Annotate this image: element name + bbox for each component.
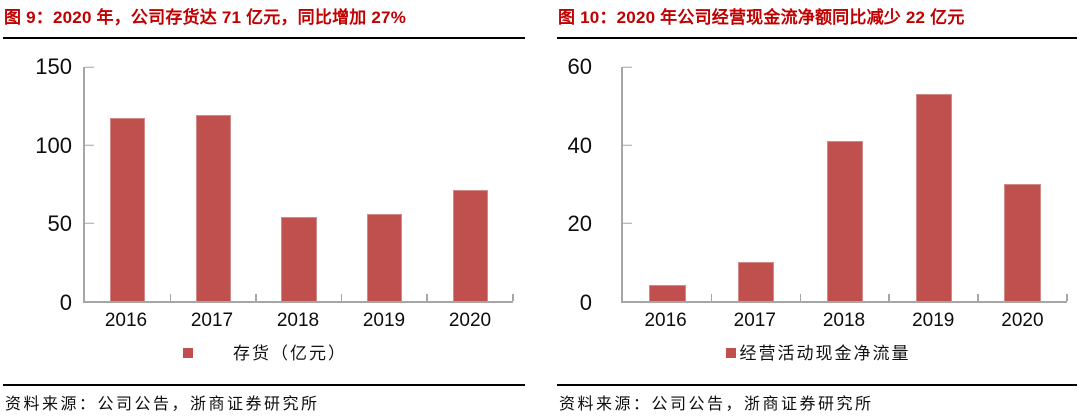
bar-slot <box>342 67 428 301</box>
y-tick-label: 50 <box>47 211 72 237</box>
bar-2018 <box>281 216 317 301</box>
y-tick-mark <box>85 222 94 224</box>
bar-2018 <box>826 141 864 301</box>
x-tick-mark <box>977 294 979 301</box>
x-tick-mark <box>169 294 172 301</box>
figure-10-bars <box>623 67 1067 301</box>
x-tick-label: 2016 <box>644 310 687 331</box>
y-tick-label: 150 <box>35 54 72 79</box>
bar-slot <box>427 67 513 301</box>
x-tick-label: 2016 <box>104 310 148 331</box>
figure-10-source-text: 资料来源：公司公告，浙商证券研究所 <box>559 396 874 413</box>
bar-slot <box>623 67 712 301</box>
figure-9-title-rule <box>3 37 525 39</box>
bar-slot <box>978 67 1067 301</box>
figure-10-source-rule <box>557 384 1077 386</box>
figure-9-x-axis-labels: 2016 2017 2018 2019 2020 <box>83 310 513 332</box>
x-tick-mark <box>1066 294 1068 301</box>
figure-10-legend-label: 经营活动现金净流量 <box>739 344 911 363</box>
x-tick-mark <box>340 294 343 301</box>
bar-2019 <box>915 94 952 301</box>
bar-slot <box>801 67 890 301</box>
x-tick-label: 2020 <box>448 310 492 331</box>
y-tick-mark <box>85 66 94 68</box>
bar-2016 <box>649 285 686 301</box>
y-tick-label: 0 <box>579 290 592 315</box>
figure-10: 图 10：2020 年公司经营现金流净额同比减少 22 亿元 0 20 40 60 2… <box>556 0 1080 416</box>
figure-10-title-rule <box>557 37 1077 39</box>
y-tick-label: 40 <box>567 132 592 158</box>
x-tick-label: 2018 <box>822 310 866 331</box>
y-tick-mark <box>623 222 632 224</box>
figure-10-title: 图 10：2020 年公司经营现金流净额同比减少 22 亿元 <box>558 8 965 27</box>
figure-10-legend: 经营活动现金净流量 <box>556 339 1080 364</box>
bar-2017 <box>195 115 231 301</box>
bar-slot <box>85 67 171 301</box>
y-tick-label: 0 <box>59 290 72 315</box>
figure-10-x-axis-labels: 2016 2017 2018 2019 2020 <box>621 310 1067 332</box>
figure-9-title: 图 9：2020 年，公司存货达 71 亿元，同比增加 27% <box>4 8 407 27</box>
x-tick-mark <box>710 294 713 301</box>
x-tick-label: 2020 <box>1001 310 1044 331</box>
figure-9-source-rule <box>3 384 525 386</box>
bar-slot <box>171 67 257 301</box>
x-tick-mark <box>512 294 514 301</box>
bar-2019 <box>367 213 403 301</box>
figure-9-source-text: 资料来源：公司公告，浙商证券研究所 <box>5 396 320 413</box>
legend-swatch-icon <box>183 347 193 358</box>
y-tick-mark <box>623 144 632 146</box>
legend-swatch-icon <box>725 347 736 358</box>
bar-2017 <box>737 262 775 301</box>
y-tick-label: 100 <box>35 132 72 158</box>
figure-10-plot-area <box>621 66 1068 303</box>
x-tick-mark <box>799 294 802 301</box>
figure-10-y-axis-labels: 0 20 40 60 <box>556 56 592 314</box>
figure-9-legend: 存货（亿元） <box>2 339 528 364</box>
x-tick-label: 2017 <box>733 310 776 331</box>
x-tick-mark <box>426 294 428 301</box>
x-tick-mark <box>888 294 890 301</box>
bar-slot <box>712 67 801 301</box>
y-tick-label: 20 <box>567 211 592 237</box>
bar-slot <box>889 67 978 301</box>
y-tick-mark <box>623 66 632 68</box>
figure-9-bars <box>85 67 513 301</box>
y-tick-label: 60 <box>567 54 592 79</box>
x-tick-mark <box>255 294 257 301</box>
figure-9: 图 9：2020 年，公司存货达 71 亿元，同比增加 27% 0 50 100 15… <box>2 0 528 416</box>
figure-9-y-axis-labels: 0 50 100 150 <box>2 56 72 314</box>
bar-2020 <box>1004 184 1041 301</box>
figure-9-legend-label: 存货（亿元） <box>233 344 347 363</box>
x-tick-label: 2019 <box>912 310 955 331</box>
x-tick-label: 2019 <box>362 310 406 331</box>
bar-2016 <box>110 118 146 301</box>
bar-slot <box>256 67 342 301</box>
x-tick-label: 2018 <box>276 310 320 331</box>
x-tick-label: 2017 <box>190 310 234 331</box>
bar-2020 <box>452 190 488 301</box>
figure-9-plot-area <box>83 66 514 303</box>
y-tick-mark <box>85 144 94 146</box>
